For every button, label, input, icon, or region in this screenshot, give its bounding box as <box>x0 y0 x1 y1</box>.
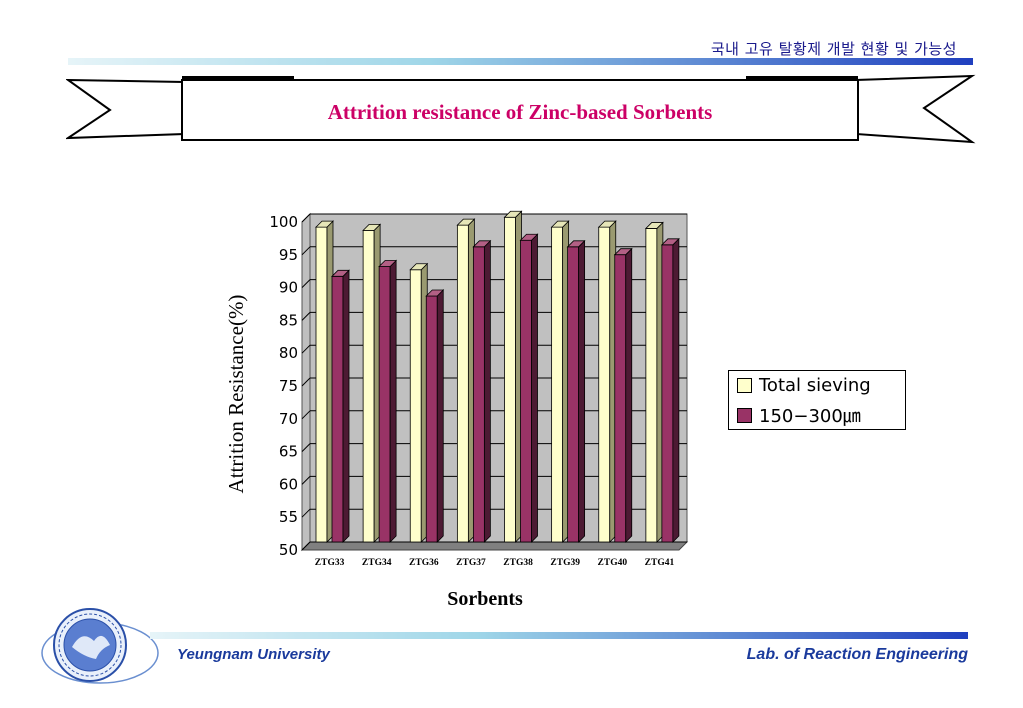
bar-ztg37-s2-side <box>483 239 491 543</box>
bar-ztg39-s2-side <box>578 239 586 543</box>
bar-ztg34-s2-top <box>378 260 398 267</box>
bar-ztg36-s1-top <box>409 263 429 271</box>
gridline-side <box>301 344 311 354</box>
bar-ztg39-s1-top <box>550 220 570 228</box>
bar-ztg40-s1 <box>598 226 611 543</box>
y-tick-label: 75 <box>279 377 298 395</box>
bar-ztg41-s1-top <box>644 222 664 229</box>
bar-ztg33-s2-side <box>342 269 350 543</box>
x-tick-label: ZTG33 <box>315 558 345 568</box>
bar-ztg37-s2 <box>472 246 485 543</box>
bar-ztg34-s1 <box>362 229 375 543</box>
y-tick-label: 55 <box>279 508 298 526</box>
footer-lab: Lab. of Reaction Engineering <box>746 646 968 663</box>
gridline-side <box>301 377 311 387</box>
gridline-side <box>301 312 311 321</box>
bar-ztg33-s1-top <box>315 220 334 228</box>
y-tick-label: 50 <box>279 541 298 559</box>
page-title: Attrition resistance of Zinc-based Sorbe… <box>327 100 713 124</box>
legend-swatch-total-sieving <box>737 378 752 393</box>
university-logo <box>41 608 159 684</box>
bar-ztg39-s2-top <box>566 240 586 248</box>
x-tick-label: ZTG38 <box>503 558 533 568</box>
y-axis-title: Attrition Resistance(%) <box>224 295 248 494</box>
legend-item-total-sieving: Total sieving <box>737 375 871 396</box>
bar-ztg36-s2 <box>425 295 438 543</box>
gridline-side <box>301 213 311 223</box>
gridline-side <box>301 541 311 551</box>
bar-ztg36-s2-top <box>425 289 445 297</box>
bar-ztg36-s2-side <box>436 289 444 543</box>
legend-swatch-150-300 <box>737 407 752 423</box>
y-tick-label: 95 <box>279 246 298 264</box>
bar-ztg33-s2 <box>331 275 344 543</box>
bar-ztg34-s2-side <box>389 259 397 543</box>
gridline-side <box>301 476 311 485</box>
chart-floor <box>300 541 689 551</box>
bar-ztg40-s2 <box>614 254 627 543</box>
bar-ztg41-s2-side <box>672 237 680 543</box>
x-tick-label: ZTG40 <box>598 558 628 568</box>
y-tick-label: 85 <box>279 311 298 329</box>
top-divider <box>68 58 973 65</box>
y-tick-label: 80 <box>279 344 298 362</box>
bar-ztg38-s2 <box>520 239 532 543</box>
x-tick-label: ZTG39 <box>550 558 580 568</box>
bar-ztg39-s1 <box>551 226 564 543</box>
y-tick-label: 70 <box>279 410 298 428</box>
x-tick-label: ZTG34 <box>362 558 392 568</box>
x-tick-label: ZTG36 <box>409 558 439 568</box>
bar-ztg40-s2-top <box>613 248 633 256</box>
x-tick-label: ZTG37 <box>456 558 486 568</box>
y-tick-label: 60 <box>279 475 298 493</box>
legend-label-total-sieving: Total sieving <box>759 375 871 396</box>
bar-ztg33-s1 <box>315 226 328 543</box>
bar-ztg37-s1-top <box>456 218 476 226</box>
bar-ztg37-s1 <box>456 224 469 543</box>
x-tick-label: ZTG41 <box>645 558 675 568</box>
x-axis-title: Sorbents <box>447 588 523 610</box>
bar-ztg40-s1-top <box>597 220 617 228</box>
bar-ztg34-s2 <box>378 266 391 543</box>
bar-ztg40-s2-side <box>625 247 633 543</box>
bottom-divider <box>150 632 968 639</box>
title-banner <box>66 74 976 144</box>
bar-ztg41-s1 <box>645 228 658 543</box>
bar-ztg41-s2 <box>661 244 674 543</box>
bar-ztg41-s2-top <box>660 238 680 246</box>
bar-ztg33-s2-top <box>331 269 350 277</box>
header-subtitle: 국내 고유 탈황제 개발 현황 및 가능성 <box>710 40 957 58</box>
y-tick-label: 100 <box>269 213 298 231</box>
bar-ztg38-s2-side <box>531 233 538 543</box>
bar-ztg37-s2-top <box>472 240 492 248</box>
bar-ztg38-s2-top <box>519 233 539 241</box>
gridline-side <box>301 410 311 420</box>
gridline-side <box>301 279 311 288</box>
bar-ztg36-s1 <box>409 269 422 543</box>
bar-ztg34-s1-top <box>362 223 382 231</box>
y-tick-label: 90 <box>279 279 298 297</box>
chart-legend: Total sieving 150−300㎛ <box>728 370 906 430</box>
bar-chart: 50 55 60 65 70 75 80 85 90 95 100 Attrition Resista… <box>224 210 689 568</box>
gridline-side <box>301 443 311 452</box>
y-tick-label: 65 <box>279 443 298 461</box>
gridline-side <box>301 246 311 256</box>
bar-ztg38-s1 <box>504 216 516 543</box>
footer-university: Yeungnam University <box>177 646 330 663</box>
bar-ztg39-s2 <box>567 246 580 543</box>
gridline-side <box>301 508 311 518</box>
bar-ztg38-s1-top <box>503 210 523 218</box>
legend-label-150-300: 150−300㎛ <box>759 406 861 427</box>
legend-item-150-300: 150−300㎛ <box>737 402 861 428</box>
